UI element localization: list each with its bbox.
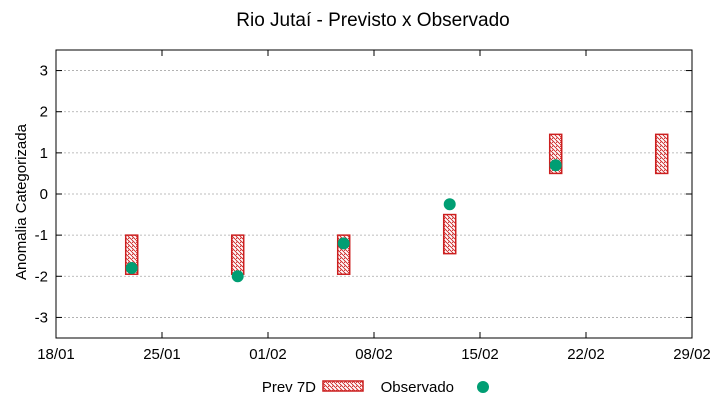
legend: Prev 7D Observado	[262, 379, 489, 396]
axis-ticks: 3 2 1 0 -1 -2 -3 18/01 25/01 01/02 08/02 15/02 22/02…	[35, 50, 711, 363]
x-tick-label: 18/01	[37, 346, 75, 363]
observed-point	[337, 237, 350, 250]
plot-area-border	[55, 49, 693, 339]
x-tick-label: 25/01	[143, 346, 181, 363]
legend-label-prev7d: Prev 7D	[262, 379, 316, 396]
y-tick-label: 2	[40, 104, 48, 121]
forecast-range-box	[654, 133, 669, 175]
data-marks	[124, 133, 669, 283]
legend-swatch-prev7d	[322, 380, 364, 392]
forecast-range-box	[442, 213, 457, 255]
y-tick-label: 1	[40, 145, 48, 162]
grid	[56, 70, 692, 318]
observed-point	[443, 198, 456, 211]
observed-point	[549, 159, 562, 172]
y-tick-label: 0	[40, 186, 48, 203]
forecast-range-box	[230, 234, 245, 275]
x-tick-label: 29/02	[673, 346, 711, 363]
y-tick-label: -2	[35, 268, 48, 285]
y-axis-label: Anomalia Categorizada	[13, 123, 30, 280]
chart-title: Rio Jutaí - Previsto x Observado	[236, 10, 510, 31]
x-tick-label: 15/02	[461, 346, 499, 363]
x-tick-label: 01/02	[249, 346, 287, 363]
legend-label-observado: Observado	[381, 379, 454, 396]
y-tick-label: 3	[40, 63, 48, 80]
observed-point	[125, 262, 138, 275]
legend-marker-observado	[477, 381, 489, 393]
y-tick-label: -1	[35, 227, 48, 244]
x-tick-label: 22/02	[567, 346, 605, 363]
observed-point	[231, 270, 244, 283]
y-tick-label: -3	[35, 309, 48, 326]
x-tick-label: 08/02	[355, 346, 393, 363]
